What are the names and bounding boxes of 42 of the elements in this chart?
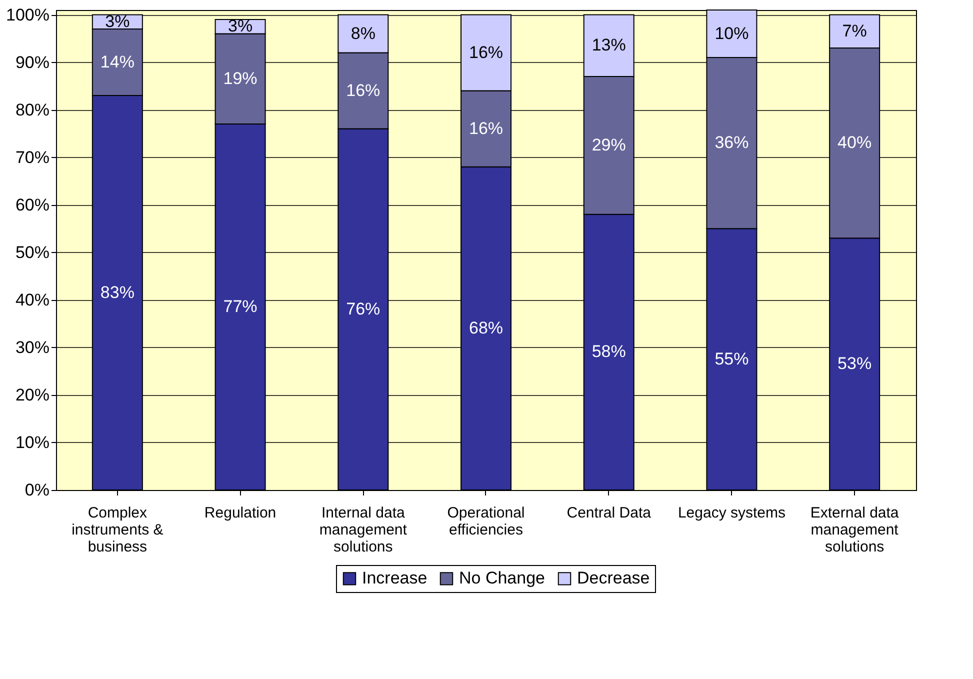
data-label: 36%: [714, 133, 749, 152]
y-tick-label: 100%: [6, 5, 50, 24]
data-label: 3%: [105, 12, 130, 31]
data-label: 53%: [838, 354, 872, 374]
data-label: 10%: [714, 24, 749, 43]
legend-label: Increase: [362, 568, 428, 588]
y-tick-label: 70%: [15, 148, 50, 167]
data-label: 14%: [100, 52, 134, 72]
x-tick-label: Operational efficiencies: [447, 504, 525, 538]
legend-label: Decrease: [577, 568, 650, 588]
x-tick-label: External data management solutions: [810, 504, 900, 556]
data-label: 13%: [592, 36, 626, 55]
data-label: 77%: [223, 297, 258, 316]
data-label: 16%: [468, 118, 504, 138]
data-label: 83%: [100, 282, 134, 302]
y-tick-label: 30%: [15, 338, 50, 357]
data-label: 55%: [714, 349, 749, 368]
y-tick-label: 20%: [15, 385, 50, 404]
data-label: 19%: [223, 68, 258, 88]
data-label: 3%: [228, 16, 253, 36]
data-label: 8%: [350, 24, 376, 43]
x-tick-label: Legacy systems: [678, 504, 786, 522]
y-tick-label: 80%: [15, 100, 50, 120]
x-tick-label: Regulation: [204, 504, 276, 522]
y-tick-label: 10%: [15, 432, 50, 452]
x-tick-label: Central Data: [566, 504, 652, 522]
y-tick-label: 40%: [15, 290, 50, 310]
y-tick-label: 0%: [24, 480, 50, 500]
x-tick-label: Internal data management solutions: [319, 504, 408, 556]
data-label: 76%: [346, 299, 380, 318]
data-label: 16%: [346, 80, 380, 100]
data-label: 16%: [468, 42, 504, 62]
y-tick-label: 60%: [15, 195, 50, 214]
data-label: 40%: [838, 133, 872, 152]
x-tick-label: Complex instruments & business: [72, 504, 164, 556]
y-tick-label: 90%: [15, 52, 50, 72]
data-label: 68%: [468, 318, 504, 338]
data-label: 58%: [592, 342, 626, 362]
legend-label: No Change: [459, 568, 546, 588]
data-label: 7%: [842, 21, 867, 40]
y-tick-label: 50%: [15, 242, 50, 262]
data-label: 29%: [592, 135, 626, 154]
